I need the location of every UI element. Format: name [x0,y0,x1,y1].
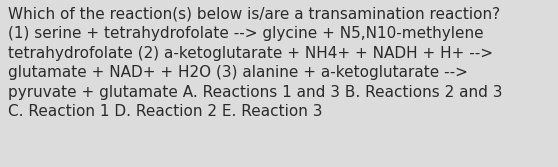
Text: Which of the reaction(s) below is/are a transamination reaction?
(1) serine + te: Which of the reaction(s) below is/are a … [8,7,503,119]
